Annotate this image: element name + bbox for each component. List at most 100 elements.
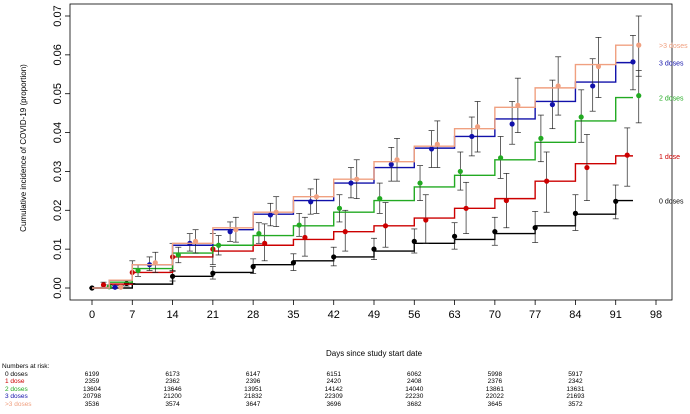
data-point [624,152,630,158]
data-point [250,264,256,270]
data-point [457,168,463,175]
risk-row-label: 3 doses [5,393,28,401]
risk-cell: 3647 [245,401,261,408]
data-point [428,146,435,152]
y-tick-label: 0.01 [52,238,64,259]
risk-cell: 3682 [407,401,422,408]
data-point [636,42,642,48]
data-point [262,240,268,246]
data-point [342,229,348,235]
risk-row-label: 2 doses [5,385,28,393]
data-point [354,176,360,182]
legend: 0 doses 1 dose 2 doses 3 doses >3 doses [659,43,688,205]
risk-cell: 13604 [82,385,102,393]
data-point [377,196,383,202]
risk-cell: 3572 [568,401,583,408]
risk-row: >3 doses 3536 3574 3647 3696 3682 3645 3572 [0,401,690,409]
risk-cell: 5998 [487,370,503,378]
risk-cell: 5917 [568,370,583,378]
data-point [515,102,521,108]
plot-frame [69,3,673,301]
data-point [451,233,458,239]
risk-row: 0 doses 6199 6173 6147 6151 6062 5998 5917 [0,371,690,379]
risk-cell: 6151 [326,370,341,378]
data-point [296,222,302,228]
data-point [584,164,590,171]
risk-cell: 2408 [407,378,422,386]
data-point [555,83,561,89]
data-point [469,133,475,140]
risk-cell: 21693 [566,393,585,401]
risk-cell: 13861 [485,385,504,393]
risk-cell: 13646 [163,385,182,393]
data-point [423,217,429,223]
data-point [492,229,498,235]
risk-row-label: 1 dose [5,378,25,386]
risk-cell: 2342 [568,378,583,386]
series-line [92,96,633,289]
data-point [371,246,377,252]
legend-label-1-dose: 1 dose [659,154,680,161]
data-point [175,252,181,258]
x-tick-label: 98 [650,309,662,321]
axes: 0 7 14 21 28 35 42 49 56 63 70 77 84 91 98 0.00 0.01 0.02… [52,3,673,321]
data-point [613,198,619,204]
x-tick-label: 14 [166,309,178,321]
data-point [434,141,440,147]
risk-row: 1 dose 2359 2362 2396 2420 2408 2376 2342 [0,378,690,386]
risk-table-title: Numbers at risk: [2,363,50,370]
risk-cell: 21832 [244,393,263,401]
risk-cell: 3696 [326,401,341,408]
data-point [336,205,343,211]
data-point [595,63,602,70]
x-tick-label: 49 [368,309,380,321]
data-point [498,155,504,161]
data-point [308,199,314,205]
data-point [273,209,279,215]
risk-cell: 21200 [163,393,182,401]
risk-cell: 2359 [84,378,100,386]
data-point [233,227,239,233]
legend-label-2-doses: 2 doses [659,96,684,103]
x-tick-label: 21 [207,309,219,321]
risk-cell: 22230 [405,393,424,401]
x-tick-label: 77 [529,309,541,321]
x-tick-label: 70 [489,309,501,321]
data-point [192,238,199,244]
y-tick-label: 0.07 [52,5,64,26]
x-tick-label: 63 [448,309,460,321]
x-tick-label: 28 [247,309,259,321]
x-tick-label: 56 [408,309,420,321]
data-point [474,124,481,130]
data-point [112,284,118,290]
data-point [100,282,107,288]
data-point [256,231,262,237]
risk-cell: 13951 [244,385,263,393]
data-point [394,157,400,163]
y-tick-label: 0.04 [52,122,64,143]
series-line [92,44,633,289]
series-2-doses [92,70,642,290]
risk-cell: 3645 [487,401,503,408]
risk-cell: 3574 [165,401,180,408]
data-point [313,194,320,200]
risk-cell: 14142 [324,385,343,393]
data-point [572,210,579,216]
risk-row: 2 doses 13604 13646 13951 14142 14040 13861 136… [0,386,690,394]
y-tick-label: 0.06 [52,44,64,65]
data-point [411,238,417,244]
risk-table: Numbers at risk: 0 doses 6199 6173 6147 6151… [0,363,690,414]
series-line [92,155,633,289]
data-point [549,101,556,108]
legend-label-3-doses: 3 doses [659,61,684,68]
data-point [267,212,274,218]
data-point [509,121,515,127]
y-axis-label: Cumulative incidence of COVID-19 (propor… [19,64,28,232]
y-tick-label: 0.02 [52,200,64,221]
data-point [118,284,124,290]
series-0-doses [89,184,633,291]
data-point [532,225,538,231]
series-3-doses [92,35,636,290]
x-tick-label: 35 [287,309,299,321]
